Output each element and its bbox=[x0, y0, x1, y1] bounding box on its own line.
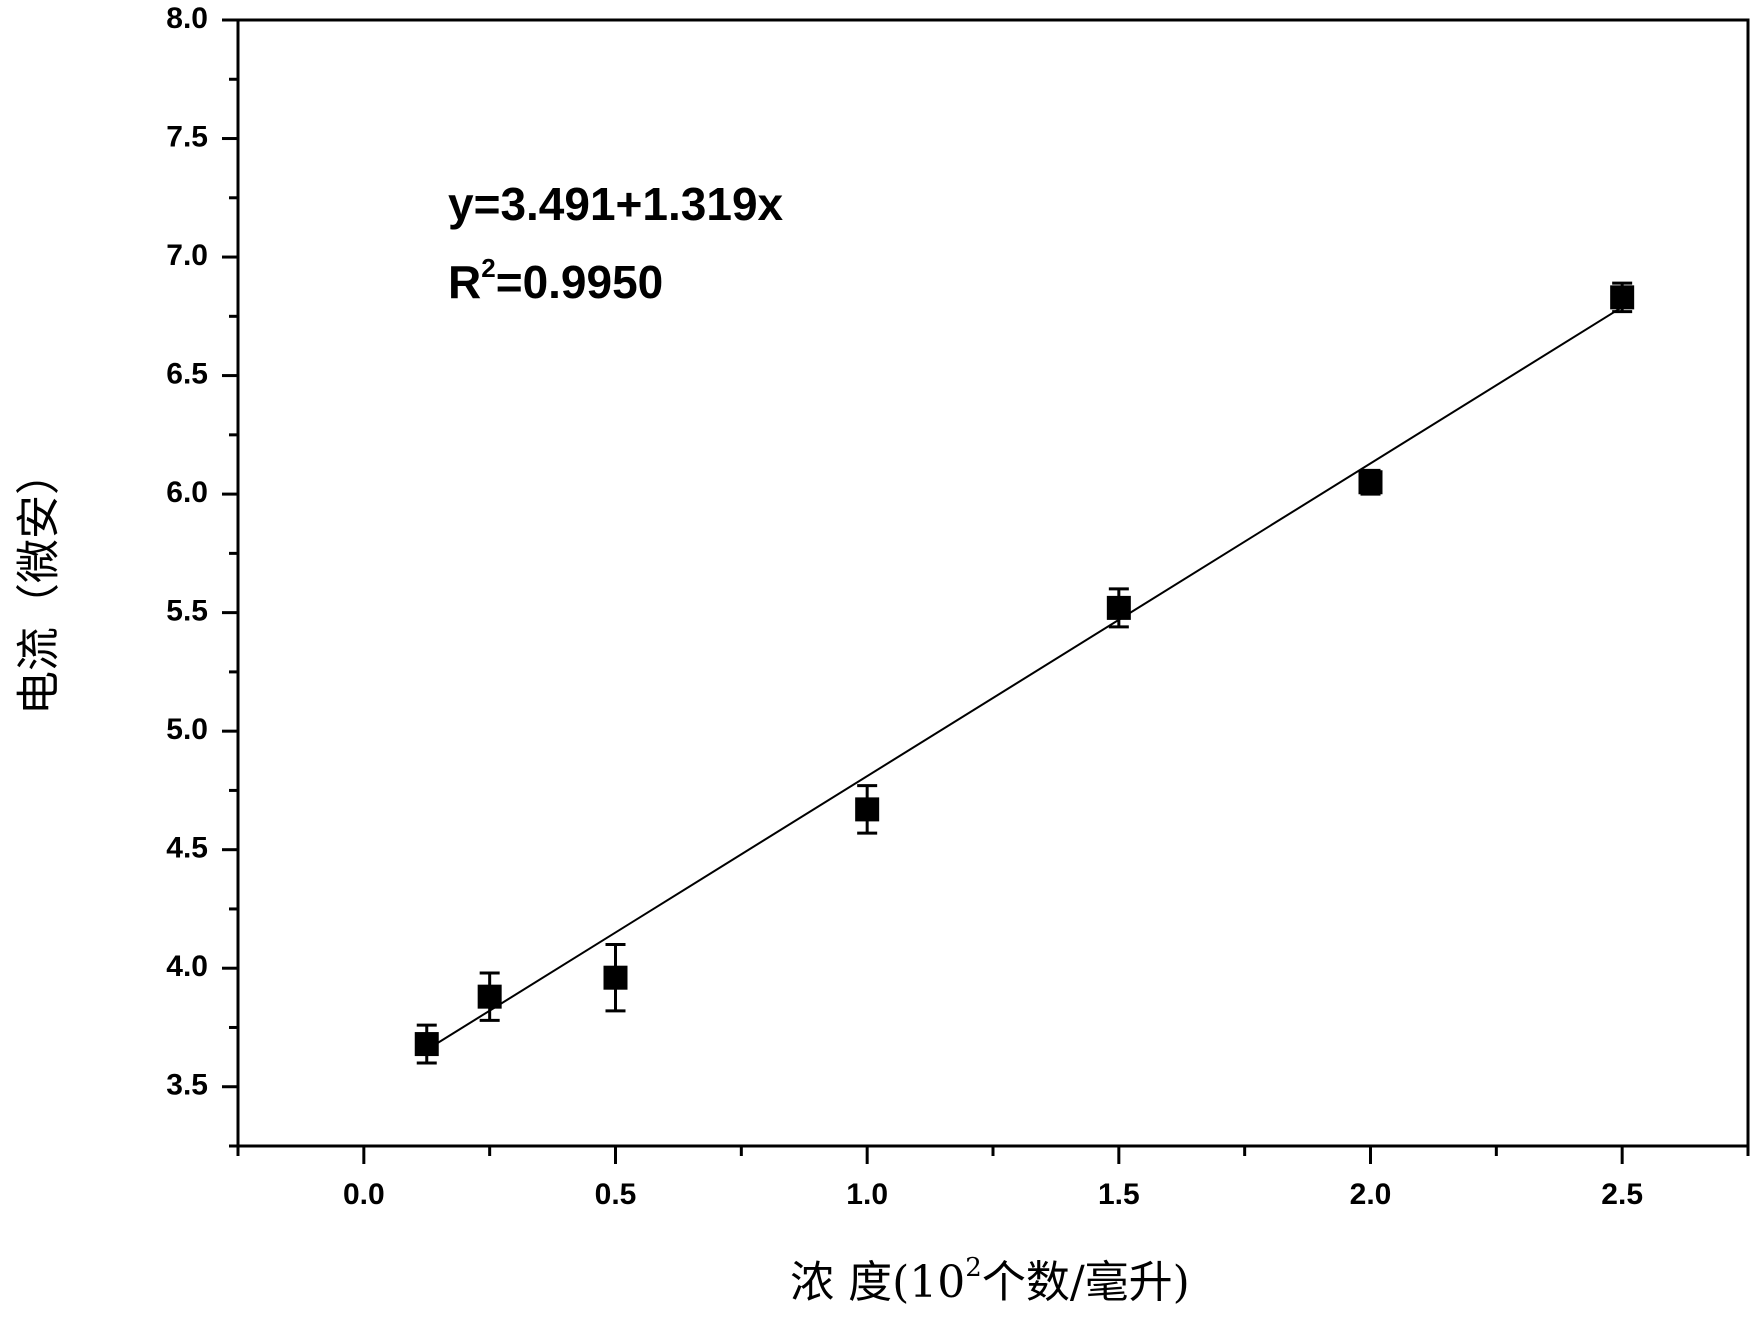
x-tick-label: 1.5 bbox=[1098, 1178, 1140, 1211]
y-tick-label: 4.0 bbox=[166, 950, 208, 983]
x-tick-label: 0.5 bbox=[595, 1178, 637, 1211]
y-tick-label: 5.0 bbox=[166, 713, 208, 746]
y-axis-label: 电流（微安） bbox=[14, 451, 65, 715]
y-tick-label: 7.5 bbox=[166, 120, 208, 153]
data-point bbox=[415, 1032, 439, 1056]
r-squared: R2=0.9950 bbox=[448, 253, 663, 308]
x-label-suffix: 个数/毫升) bbox=[982, 1257, 1190, 1308]
y-tick-label: 5.5 bbox=[166, 595, 208, 628]
data-point bbox=[1359, 470, 1383, 494]
r2-sup: 2 bbox=[481, 253, 495, 283]
fit-equation: y=3.491+1.319x bbox=[448, 178, 784, 230]
r2-prefix: R bbox=[448, 256, 481, 308]
x-label-sup: 2 bbox=[965, 1253, 982, 1283]
data-point bbox=[1610, 285, 1634, 309]
x-tick-label: 2.0 bbox=[1350, 1178, 1392, 1211]
data-point bbox=[604, 966, 628, 990]
data-point bbox=[1107, 596, 1131, 620]
r2-suffix: =0.9950 bbox=[496, 256, 664, 308]
x-label-prefix: 浓 度(10 bbox=[790, 1257, 965, 1308]
y-tick-label: 6.5 bbox=[166, 358, 208, 391]
y-tick-label: 6.0 bbox=[166, 476, 208, 509]
y-tick-label: 4.5 bbox=[166, 832, 208, 865]
data-point bbox=[855, 797, 879, 821]
fit-line bbox=[427, 307, 1622, 1050]
x-tick-label: 2.5 bbox=[1601, 1178, 1643, 1211]
data-point bbox=[478, 985, 502, 1009]
x-tick-label: 1.0 bbox=[846, 1178, 888, 1211]
y-tick-label: 8.0 bbox=[166, 2, 208, 35]
y-tick-label: 3.5 bbox=[166, 1069, 208, 1102]
x-tick-label: 0.0 bbox=[343, 1178, 385, 1211]
x-axis-label: 浓 度(102个数/毫升) bbox=[790, 1253, 1190, 1308]
y-tick-label: 7.0 bbox=[166, 239, 208, 272]
